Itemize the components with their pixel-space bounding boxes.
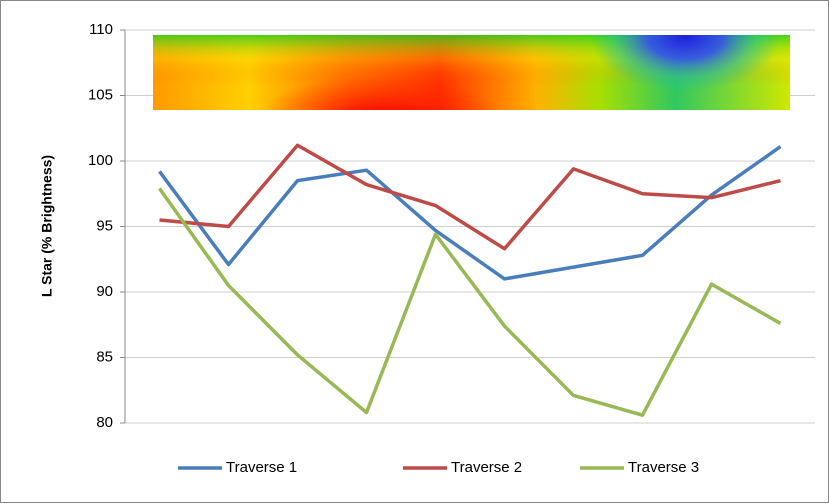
heatmap-image [153,35,790,110]
legend-label: Traverse 3 [628,459,699,476]
legend-label: Traverse 2 [451,459,522,476]
legend-label: Traverse 1 [226,459,297,476]
y-tick-label: 90 [96,283,113,300]
y-tick-label: 95 [96,217,113,234]
series-line [158,145,782,281]
y-tick-label: 105 [88,86,113,103]
series-line [158,187,782,417]
y-tick-label: 110 [89,21,113,38]
y-axis-title: L Star (% Brightness) [39,155,55,297]
y-tick-label: 85 [96,348,113,365]
y-tick-label: 100 [88,152,113,169]
y-tick-label: 80 [96,414,113,431]
series-line [159,143,781,251]
